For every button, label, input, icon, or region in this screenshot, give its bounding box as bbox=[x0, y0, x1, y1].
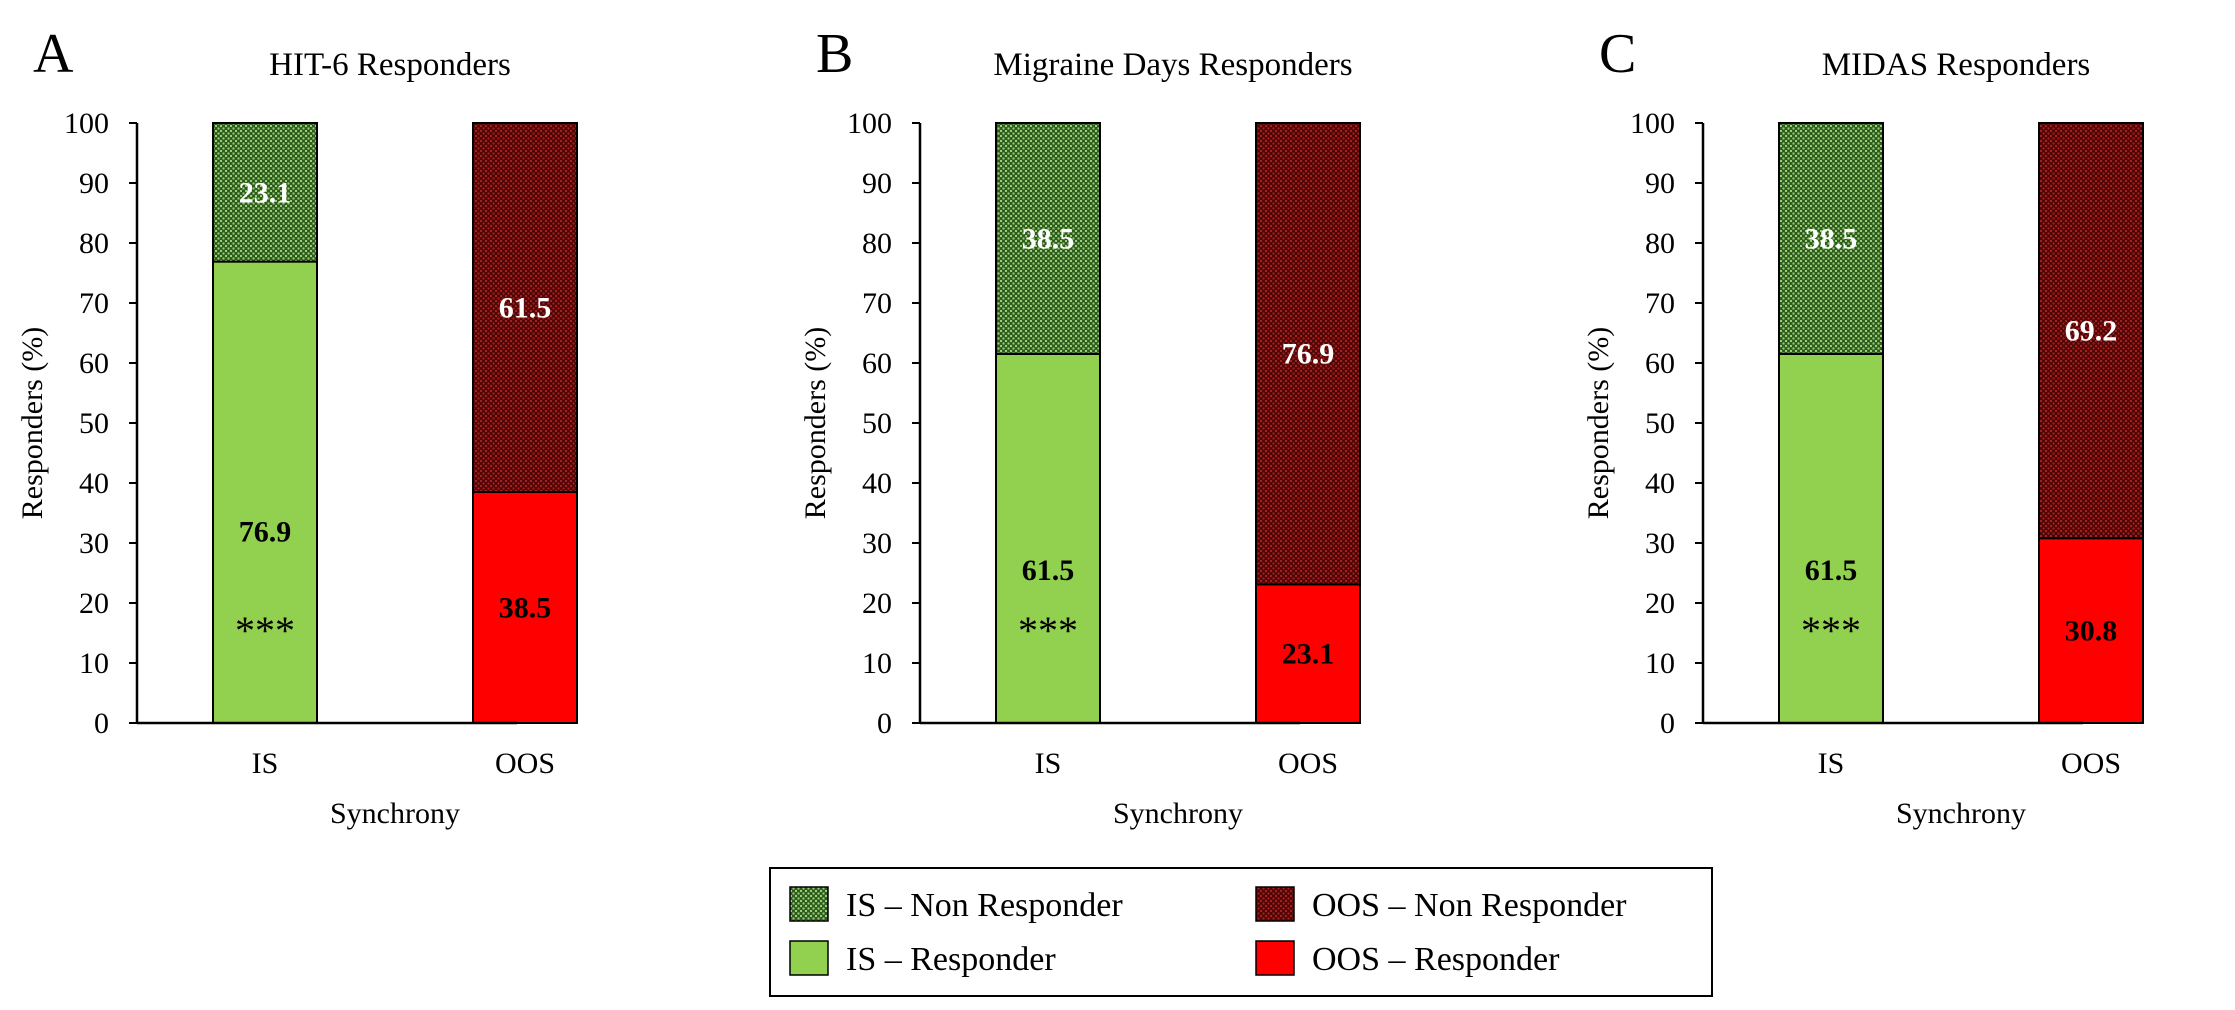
bar-is-non-responder bbox=[212, 122, 318, 263]
x-category-label: OOS bbox=[2061, 747, 2121, 780]
data-label-oos-responder: 38.5 bbox=[499, 592, 552, 625]
legend-swatch-is-responder bbox=[789, 940, 829, 976]
y-axis-label: Responders (%) bbox=[1582, 327, 1615, 519]
y-tick-label: 90 bbox=[1645, 167, 1675, 200]
y-tick-label: 70 bbox=[862, 287, 892, 320]
x-axis-label: Synchrony bbox=[1113, 797, 1243, 830]
data-label-oos-responder: 30.8 bbox=[2065, 615, 2118, 648]
x-axis-label: Synchrony bbox=[330, 797, 460, 830]
data-label-oos-non-responder: 61.5 bbox=[499, 292, 552, 325]
x-axis-label: Synchrony bbox=[1896, 797, 2026, 830]
y-tick-label: 0 bbox=[94, 707, 109, 740]
y-tick-label: 10 bbox=[1645, 647, 1675, 680]
y-tick-label: 70 bbox=[79, 287, 109, 320]
legend-swatch-oos-responder bbox=[1255, 940, 1295, 976]
y-tick-label: 80 bbox=[1645, 227, 1675, 260]
y-tick-label: 50 bbox=[1645, 407, 1675, 440]
y-tick-label: 50 bbox=[79, 407, 109, 440]
y-axis-label: Responders (%) bbox=[799, 327, 832, 519]
x-category-label: OOS bbox=[495, 747, 555, 780]
data-label-oos-non-responder: 76.9 bbox=[1282, 338, 1335, 371]
bar-oos-non-responder bbox=[1255, 122, 1361, 586]
bar-is-responder bbox=[995, 353, 1101, 724]
y-tick-label: 30 bbox=[1645, 527, 1675, 560]
legend-swatch-oos-non-responder bbox=[1255, 886, 1295, 922]
bar-is-responder bbox=[1778, 353, 1884, 724]
bar-is-non-responder bbox=[1778, 122, 1884, 355]
y-tick-label: 30 bbox=[79, 527, 109, 560]
chart-panel-b: B Migraine Days Responders 0 10 20 30 40 50 60 70… bbox=[799, 23, 1361, 830]
x-category-label: IS bbox=[1818, 747, 1845, 780]
legend-label-is-responder: IS – Responder bbox=[846, 941, 1056, 978]
panel-letter: B bbox=[816, 23, 853, 85]
significance-marker: *** bbox=[1801, 608, 1861, 653]
data-label-is-responder: 61.5 bbox=[1805, 554, 1858, 587]
y-tick-label: 20 bbox=[862, 587, 892, 620]
x-category-label: IS bbox=[1035, 747, 1062, 780]
y-tick-label: 80 bbox=[862, 227, 892, 260]
data-label-is-non-responder: 38.5 bbox=[1022, 223, 1075, 256]
y-axis-label: Responders (%) bbox=[16, 327, 49, 519]
y-tick-label: 50 bbox=[862, 407, 892, 440]
legend-label-is-non-responder: IS – Non Responder bbox=[846, 887, 1123, 924]
y-tick-label: 60 bbox=[862, 347, 892, 380]
y-tick-label: 60 bbox=[1645, 347, 1675, 380]
chart-title: HIT-6 Responders bbox=[269, 47, 511, 83]
y-tick-label: 40 bbox=[1645, 467, 1675, 500]
y-tick-label: 100 bbox=[64, 107, 109, 140]
x-category-label: OOS bbox=[1278, 747, 1338, 780]
chart-title: Migraine Days Responders bbox=[993, 47, 1352, 83]
y-tick-label: 90 bbox=[862, 167, 892, 200]
x-category-label: IS bbox=[252, 747, 279, 780]
y-tick-label: 70 bbox=[1645, 287, 1675, 320]
y-tick-label: 10 bbox=[862, 647, 892, 680]
legend-label-oos-non-responder: OOS – Non Responder bbox=[1312, 887, 1627, 924]
data-label-is-responder: 76.9 bbox=[239, 516, 292, 549]
y-tick-label: 40 bbox=[79, 467, 109, 500]
bar-oos-non-responder bbox=[472, 122, 578, 493]
chart-title: MIDAS Responders bbox=[1822, 47, 2091, 83]
y-tick-label: 0 bbox=[1660, 707, 1675, 740]
y-tick-label: 80 bbox=[79, 227, 109, 260]
data-label-is-responder: 61.5 bbox=[1022, 554, 1075, 587]
y-tick-label: 40 bbox=[862, 467, 892, 500]
significance-marker: *** bbox=[235, 608, 295, 653]
y-tick-label: 100 bbox=[1630, 107, 1675, 140]
legend-swatch-is-non-responder bbox=[789, 886, 829, 922]
panel-letter: C bbox=[1599, 23, 1636, 85]
y-tick-label: 60 bbox=[79, 347, 109, 380]
data-label-oos-responder: 23.1 bbox=[1282, 638, 1335, 671]
bar-oos-responder bbox=[472, 491, 578, 724]
data-label-is-non-responder: 38.5 bbox=[1805, 223, 1858, 256]
bar-is-non-responder bbox=[995, 122, 1101, 355]
bar-oos-non-responder bbox=[2038, 122, 2144, 540]
chart-panel-a: A HIT-6 Responders 0 10 20 30 40 50 60 70 80 90 100 R… bbox=[16, 23, 578, 830]
y-tick-label: 90 bbox=[79, 167, 109, 200]
legend: IS – Non Responder OOS – Non Responder I… bbox=[769, 867, 1713, 997]
y-tick-label: 10 bbox=[79, 647, 109, 680]
data-label-oos-non-responder: 69.2 bbox=[2065, 315, 2118, 348]
data-label-is-non-responder: 23.1 bbox=[239, 176, 292, 209]
legend-box bbox=[769, 867, 1713, 997]
legend-label-oos-responder: OOS – Responder bbox=[1312, 941, 1560, 978]
y-tick-label: 0 bbox=[877, 707, 892, 740]
chart-panel-c: C MIDAS Responders 0 10 20 30 40 50 60 70 80 90 100 R… bbox=[1582, 23, 2144, 830]
panel-letter: A bbox=[33, 23, 74, 85]
y-tick-label: 20 bbox=[79, 587, 109, 620]
bar-is-responder bbox=[212, 260, 318, 724]
y-tick-label: 30 bbox=[862, 527, 892, 560]
y-tick-label: 20 bbox=[1645, 587, 1675, 620]
y-tick-label: 100 bbox=[847, 107, 892, 140]
significance-marker: *** bbox=[1018, 608, 1078, 653]
